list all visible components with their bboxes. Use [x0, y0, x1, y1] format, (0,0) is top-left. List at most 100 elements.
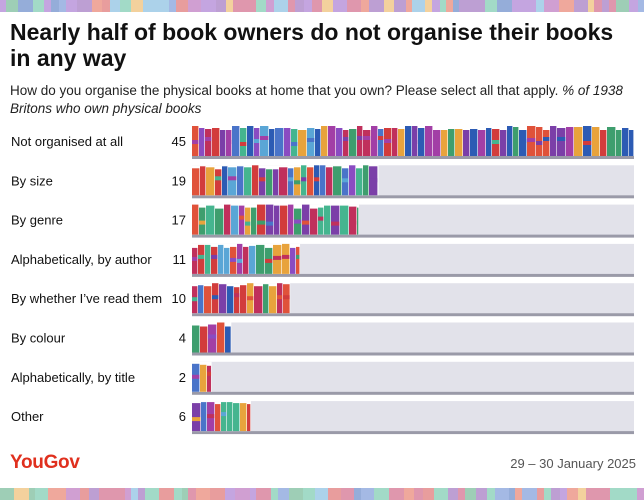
book-band	[240, 142, 247, 146]
strip-book	[586, 488, 597, 500]
book-spine	[266, 169, 273, 196]
category-label: By colour	[11, 331, 66, 346]
book-spine	[336, 128, 343, 156]
bar-row: Other 6	[11, 401, 634, 435]
strip-book	[59, 0, 66, 12]
book-spine	[448, 129, 455, 156]
book-spine	[198, 285, 204, 314]
book-spine	[513, 127, 519, 156]
book-spine	[357, 207, 359, 235]
bar-row: Alphabetically, by title 2	[11, 361, 634, 395]
bar	[192, 165, 379, 196]
strip-book	[125, 488, 131, 500]
category-label: By size	[11, 173, 53, 188]
value-label: 6	[179, 409, 186, 424]
book-band	[192, 256, 198, 261]
book-spine	[288, 168, 294, 196]
book-spine	[199, 128, 205, 156]
book-band	[228, 176, 237, 181]
book-band	[192, 140, 199, 144]
book-band	[260, 136, 269, 140]
strip-book	[288, 0, 295, 12]
book-spine	[275, 128, 284, 156]
book-spine	[320, 165, 326, 196]
book-spine	[200, 166, 206, 196]
strip-book	[289, 488, 303, 500]
strip-book	[48, 488, 55, 500]
strip-book	[29, 488, 35, 500]
strip-book	[120, 0, 131, 12]
shelf-line	[192, 273, 634, 277]
book-band	[331, 221, 340, 226]
book-spine	[371, 126, 378, 156]
strip-book	[425, 0, 432, 12]
strip-book	[471, 0, 485, 12]
bar	[192, 322, 232, 353]
book-spine	[254, 286, 263, 314]
strip-book	[384, 0, 394, 12]
book-spine	[279, 167, 288, 196]
book-band	[296, 254, 300, 259]
value-label: 2	[179, 370, 186, 385]
book-spine	[266, 204, 274, 235]
book-band	[343, 137, 349, 141]
book-spine	[204, 286, 212, 314]
book-spine	[405, 126, 412, 156]
book-band	[205, 137, 212, 141]
book-spine	[331, 205, 340, 235]
bar-row: By whether I’ve read them 10	[11, 283, 634, 317]
value-label: 4	[179, 331, 186, 346]
strip-book	[149, 0, 163, 12]
strip-book	[522, 488, 537, 500]
book-spine	[227, 402, 233, 432]
book-spine	[269, 286, 277, 314]
book-band	[302, 220, 310, 225]
book-band	[211, 254, 218, 259]
strip-book	[476, 488, 487, 500]
book-spine	[296, 246, 300, 274]
decorative-top-book-strip	[0, 0, 644, 12]
category-label: Alphabetically, by title	[11, 370, 135, 385]
book-band	[199, 220, 206, 225]
shelf-line	[192, 431, 634, 435]
book-spine	[259, 168, 266, 196]
book-spine	[243, 246, 249, 274]
book-spine	[245, 207, 251, 235]
survey-base: % of 1938 Britons who own physical books	[10, 83, 623, 116]
book-spine	[206, 205, 215, 235]
strip-book	[14, 488, 29, 500]
book-spine	[349, 165, 356, 196]
book-spine	[288, 204, 294, 235]
shelf-line	[192, 391, 634, 395]
strip-book	[201, 0, 216, 12]
book-spine	[237, 166, 244, 196]
strip-book	[256, 488, 271, 500]
strip-book	[637, 488, 644, 500]
yougov-logo: YouGov	[10, 452, 80, 473]
book-spine	[263, 284, 269, 314]
strip-book	[304, 0, 312, 12]
book-spine	[463, 130, 470, 156]
book-spine	[574, 127, 583, 156]
book-band	[583, 141, 592, 145]
book-spine	[252, 165, 259, 196]
book-band	[192, 417, 201, 422]
book-spine	[192, 325, 200, 353]
book-spine	[212, 128, 220, 156]
strip-book	[188, 0, 201, 12]
strip-book	[80, 488, 89, 500]
shelf-line	[192, 195, 634, 199]
book-spine	[244, 167, 252, 196]
book-spine	[500, 130, 507, 156]
book-band	[208, 334, 217, 339]
bar-chart: Not organised at all 45 By size 19 By genre 1…	[11, 126, 634, 435]
strip-book	[354, 488, 361, 500]
value-label: 10	[172, 291, 186, 306]
book-spine	[441, 130, 448, 156]
strip-book	[525, 0, 536, 12]
book-band	[543, 137, 550, 141]
book-band	[369, 178, 378, 183]
strip-book	[602, 0, 609, 12]
book-spine	[592, 127, 600, 156]
book-band	[234, 293, 240, 298]
